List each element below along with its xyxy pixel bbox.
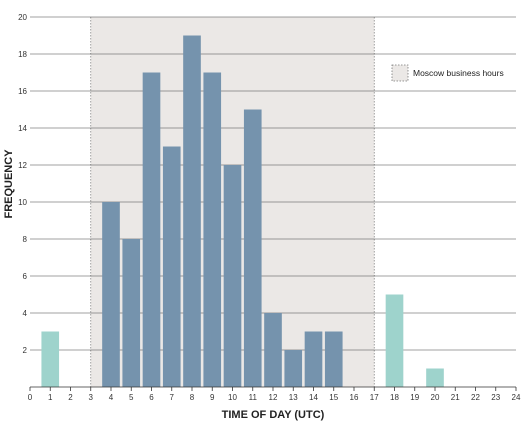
bar-series0-hour-14: [304, 331, 323, 387]
y-tick-label-2: 2: [23, 346, 28, 355]
x-tick-label-11: 11: [249, 393, 258, 402]
legend: Moscow business hours: [391, 64, 504, 82]
x-tick-label-13: 13: [289, 393, 298, 402]
y-tick-label-20: 20: [18, 13, 27, 22]
y-axis-title: FREQUENCY: [3, 149, 15, 219]
bar-series0-hour-12: [264, 313, 282, 387]
x-tick-label-20: 20: [431, 393, 440, 402]
bar-series0-hour-6: [142, 72, 161, 387]
x-tick-label-15: 15: [329, 393, 338, 402]
bar-series1-hour-18: [385, 294, 404, 387]
x-tick-label-17: 17: [370, 393, 379, 402]
x-tick-label-12: 12: [269, 393, 278, 402]
x-tick-label-6: 6: [149, 393, 154, 402]
x-tick-label-24: 24: [512, 393, 521, 402]
x-tick-label-3: 3: [89, 393, 94, 402]
x-tick-label-1: 1: [48, 393, 53, 402]
y-tick-label-6: 6: [23, 272, 28, 281]
bar-series0-hour-13: [284, 350, 303, 387]
y-tick-label-12: 12: [18, 161, 27, 170]
x-tick-label-23: 23: [491, 393, 500, 402]
x-tick-label-18: 18: [390, 393, 399, 402]
legend-label-business-hours: Moscow business hours: [413, 68, 504, 78]
bar-layer: [41, 35, 444, 387]
x-tick-label-10: 10: [228, 393, 237, 402]
bar-series0-hour-10: [223, 165, 242, 387]
legend-swatch-business-hours: [391, 64, 409, 82]
x-tick-label-14: 14: [309, 393, 318, 402]
x-tick-label-21: 21: [451, 393, 460, 402]
bar-series0-hour-8: [183, 35, 201, 387]
y-tick-label-18: 18: [18, 50, 27, 59]
x-tick-label-19: 19: [410, 393, 419, 402]
y-tick-label-14: 14: [18, 124, 27, 133]
x-tick-label-0: 0: [28, 393, 33, 402]
x-tick-label-16: 16: [350, 393, 359, 402]
bar-series1-hour-1: [41, 331, 60, 387]
x-axis-title: TIME OF DAY (UTC): [222, 409, 325, 421]
bar-series0-hour-5: [122, 239, 141, 387]
y-tick-label-16: 16: [18, 87, 27, 96]
x-tick-label-8: 8: [190, 393, 195, 402]
x-tick-label-2: 2: [68, 393, 73, 402]
x-tick-label-5: 5: [129, 393, 134, 402]
bar-series0-hour-9: [203, 72, 222, 387]
x-tick-label-4: 4: [109, 393, 114, 402]
y-tick-label-4: 4: [23, 309, 28, 318]
bar-series0-hour-4: [102, 202, 120, 387]
x-tick-label-7: 7: [170, 393, 175, 402]
bar-series0-hour-15: [324, 331, 343, 387]
y-tick-label-8: 8: [23, 235, 28, 244]
x-tick-label-22: 22: [471, 393, 480, 402]
x-tick-label-9: 9: [210, 393, 215, 402]
bar-series1-hour-20: [426, 368, 444, 387]
y-tick-label-10: 10: [18, 198, 27, 207]
bar-series0-hour-11: [243, 109, 262, 387]
bar-series0-hour-7: [162, 146, 181, 387]
